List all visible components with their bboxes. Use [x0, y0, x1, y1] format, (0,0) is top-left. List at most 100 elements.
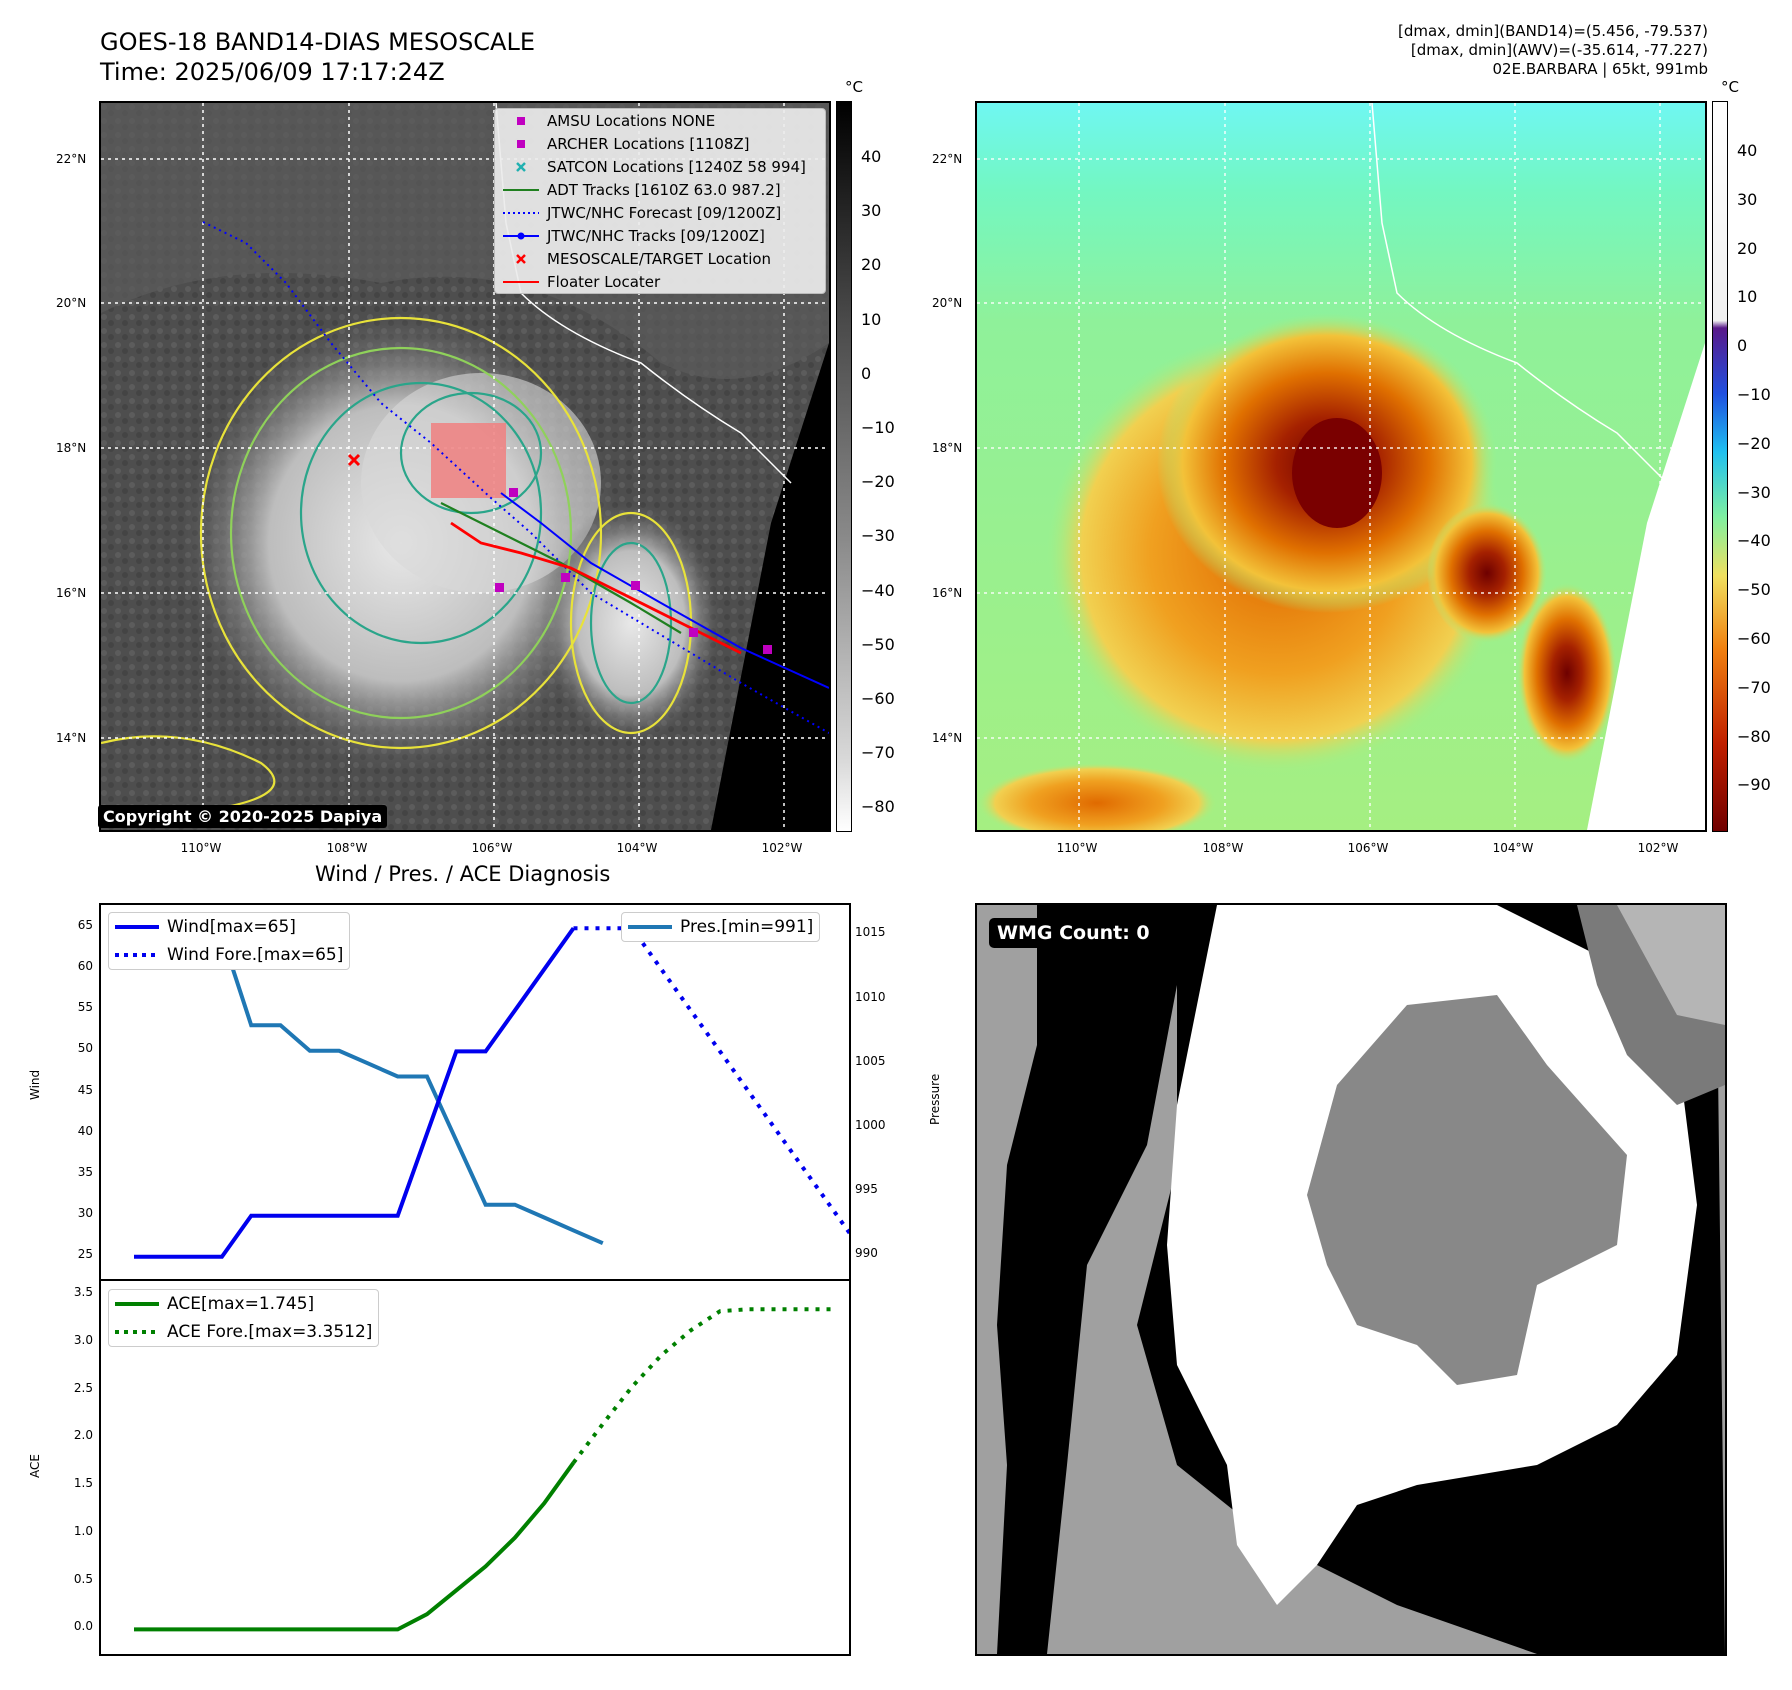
ace-tick-label: 3.0 — [73, 1332, 93, 1347]
map-legend-label: MESOSCALE/TARGET Location — [547, 249, 772, 268]
lon-label: 104°W — [616, 841, 658, 855]
wind-legend: Wind[max=65] Wind Fore.[max=65] — [108, 912, 351, 970]
info-block: [dmax, dmin](BAND14)=(5.456, -79.537) [d… — [1398, 22, 1708, 79]
legend-entry-wind-forecast: Wind Fore.[max=65] — [109, 941, 349, 969]
lat-label: 22°N — [56, 152, 87, 166]
line-dot-marker-icon — [501, 229, 541, 243]
wind-tick-label: 50 — [77, 1041, 93, 1056]
lon-label: 110°W — [1056, 841, 1098, 855]
map-legend-entry: JTWC/NHC Forecast [09/1200Z] — [495, 201, 825, 224]
map-legend-label: SATCON Locations [1240Z 58 994] — [547, 157, 806, 176]
info-storm: 02E.BARBARA | 65kt, 991mb — [1492, 60, 1708, 78]
pressure-series-line — [134, 933, 604, 1246]
colorbar-tick: −40 — [861, 580, 895, 600]
ace-legend: ACE[max=1.745] ACE Fore.[max=3.3512] — [108, 1289, 380, 1347]
ace-tick-label: 0.5 — [73, 1571, 93, 1586]
left-colorbar — [836, 101, 852, 832]
diagnosis-panel — [99, 903, 851, 1656]
colorbar-tick: 20 — [861, 255, 882, 275]
chart-title: GOES-18 BAND14-DIAS MESOSCALE — [100, 28, 536, 56]
wind-tick-label: 25 — [77, 1246, 93, 1261]
lon-label: 106°W — [1347, 841, 1389, 855]
awv-map-image — [977, 103, 1705, 830]
colorbar-tick: −70 — [861, 743, 895, 763]
wind-tick-label: 40 — [77, 1123, 93, 1138]
lon-label: 108°W — [1202, 841, 1244, 855]
ace-tick-label: 2.5 — [73, 1380, 93, 1395]
legend-entry-ace: ACE[max=1.745] — [109, 1290, 378, 1318]
lat-label: 20°N — [932, 296, 963, 310]
lat-label: 16°N — [932, 586, 963, 600]
wmg-image — [977, 905, 1725, 1654]
colorbar-tick: −40 — [1737, 531, 1771, 551]
lat-label: 18°N — [56, 441, 87, 455]
wind-axis-label: Wind — [28, 1069, 42, 1100]
map-legend-label: Floater Locater — [547, 272, 661, 291]
map-legend-label: JTWC/NHC Forecast [09/1200Z] — [547, 203, 782, 222]
pressure-tick-label: 1010 — [855, 989, 886, 1004]
line-marker-icon — [501, 183, 541, 197]
map-legend-entry: AMSU Locations NONE — [495, 109, 825, 132]
lon-label: 110°W — [180, 841, 222, 855]
square-marker-icon — [501, 137, 541, 151]
right-colorbar-unit: °C — [1721, 78, 1739, 96]
lon-label: 102°W — [761, 841, 803, 855]
legend-entry-ace-forecast: ACE Fore.[max=3.3512] — [109, 1318, 378, 1346]
wind-tick-label: 45 — [77, 1082, 93, 1097]
lon-label: 104°W — [1492, 841, 1534, 855]
map-legend-entry: Floater Locater — [495, 270, 825, 293]
wind-forecast-series-line — [573, 926, 849, 1236]
colorbar-tick: −80 — [861, 797, 895, 817]
wind-tick-label: 55 — [77, 1000, 93, 1015]
map-legend-label: AMSU Locations NONE — [547, 111, 716, 130]
colorbar-tick: 10 — [861, 309, 882, 329]
pressure-tick-label: 990 — [855, 1246, 878, 1261]
wind-tick-label: 65 — [77, 918, 93, 933]
colorbar-tick: −60 — [861, 689, 895, 708]
colorbar-tick: 40 — [1737, 141, 1758, 160]
colorbar-tick: −70 — [1737, 677, 1771, 697]
ace-tick-label: 0.0 — [73, 1619, 93, 1634]
wmg-count-badge: WMG Count: 0 — [989, 918, 1158, 948]
wind-tick-label: 30 — [77, 1205, 93, 1220]
ace-axis-label: ACE — [28, 1454, 42, 1478]
map-legend-label: ARCHER Locations [1108Z] — [547, 134, 750, 153]
ace-tick-label: 2.0 — [73, 1428, 93, 1443]
colorbar-tick: −10 — [861, 418, 895, 437]
colorbar-tick: −50 — [1737, 580, 1771, 600]
colorbar-tick: 40 — [861, 147, 882, 166]
map-legend-entry: SATCON Locations [1240Z 58 994] — [495, 155, 825, 178]
colorbar-tick: 0 — [1737, 336, 1748, 356]
diagnosis-title: Wind / Pres. / ACE Diagnosis — [315, 862, 611, 886]
pressure-tick-label: 1015 — [855, 925, 886, 940]
pressure-legend: Pres.[min=991] — [621, 912, 821, 942]
ace-tick-label: 1.5 — [73, 1476, 93, 1491]
right-colorbar — [1712, 101, 1728, 832]
lon-label: 102°W — [1637, 841, 1679, 855]
colorbar-tick: −90 — [1737, 775, 1771, 795]
map-legend-label: ADT Tracks [1610Z 63.0 987.2] — [547, 180, 781, 199]
lon-label: 106°W — [471, 841, 513, 855]
colorbar-tick: −20 — [861, 472, 895, 492]
colorbar-tick: −60 — [1737, 629, 1771, 648]
colorbar-tick: −50 — [861, 634, 895, 654]
lat-label: 16°N — [56, 586, 87, 600]
diagnosis-plot — [101, 926, 849, 1632]
colorbar-tick: 30 — [1737, 189, 1758, 209]
map-legend: AMSU Locations NONE ARCHER Locations [110… — [494, 108, 826, 294]
lon-label: 108°W — [326, 841, 368, 855]
lat-label: 18°N — [932, 441, 963, 455]
colorbar-tick: −10 — [1737, 385, 1771, 404]
lat-label: 22°N — [932, 152, 963, 166]
map-legend-entry: ADT Tracks [1610Z 63.0 987.2] — [495, 178, 825, 201]
ace-tick-label: 3.5 — [73, 1285, 93, 1299]
colorbar-tick: −30 — [861, 526, 895, 546]
square-marker-icon — [501, 114, 541, 128]
colorbar-tick: 10 — [1737, 287, 1758, 307]
awv-map-panel — [975, 101, 1707, 832]
legend-entry-wind: Wind[max=65] — [109, 913, 349, 941]
map-legend-entry: MESOSCALE/TARGET Location — [495, 247, 825, 270]
map-legend-entry: ARCHER Locations [1108Z] — [495, 132, 825, 155]
info-band14: [dmax, dmin](BAND14)=(5.456, -79.537) — [1397, 22, 1708, 40]
colorbar-tick: 0 — [861, 363, 872, 383]
